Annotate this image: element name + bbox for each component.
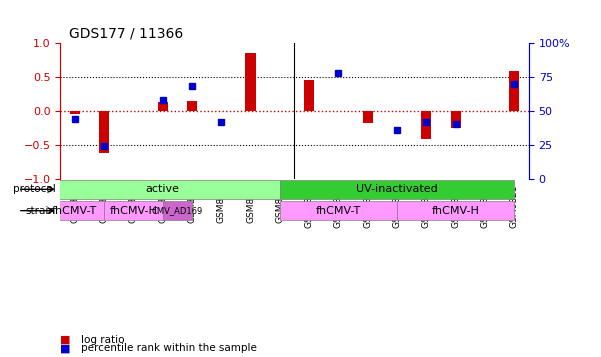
Text: GDS177 / 11366: GDS177 / 11366 [70, 26, 184, 40]
Text: fhCMV-T: fhCMV-T [52, 206, 97, 216]
FancyBboxPatch shape [397, 201, 514, 220]
Text: fhCMV-H: fhCMV-H [109, 206, 157, 216]
Text: UV-inactivated: UV-inactivated [356, 184, 438, 194]
Text: active: active [145, 184, 180, 194]
Bar [99, 111, 109, 153]
FancyBboxPatch shape [280, 180, 514, 199]
Bar [157, 102, 168, 111]
Text: fhCMV-H: fhCMV-H [432, 206, 480, 216]
FancyBboxPatch shape [280, 201, 397, 220]
FancyBboxPatch shape [46, 180, 280, 199]
Bar [509, 71, 519, 111]
Bar [421, 111, 432, 139]
FancyBboxPatch shape [104, 201, 163, 220]
Bar [304, 80, 314, 111]
Text: ■: ■ [60, 335, 70, 345]
FancyBboxPatch shape [46, 201, 104, 220]
Text: protocol: protocol [13, 184, 55, 194]
FancyBboxPatch shape [163, 201, 192, 220]
Bar [451, 111, 461, 128]
Text: log ratio: log ratio [81, 335, 124, 345]
Bar [362, 111, 373, 123]
Text: fhCMV-T: fhCMV-T [316, 206, 361, 216]
Bar [70, 111, 80, 114]
Text: ■: ■ [60, 343, 70, 353]
Text: CMV_AD169: CMV_AD169 [151, 206, 203, 215]
Bar [187, 101, 197, 111]
Bar [245, 53, 255, 111]
Text: percentile rank within the sample: percentile rank within the sample [81, 343, 257, 353]
Text: strain: strain [25, 206, 55, 216]
